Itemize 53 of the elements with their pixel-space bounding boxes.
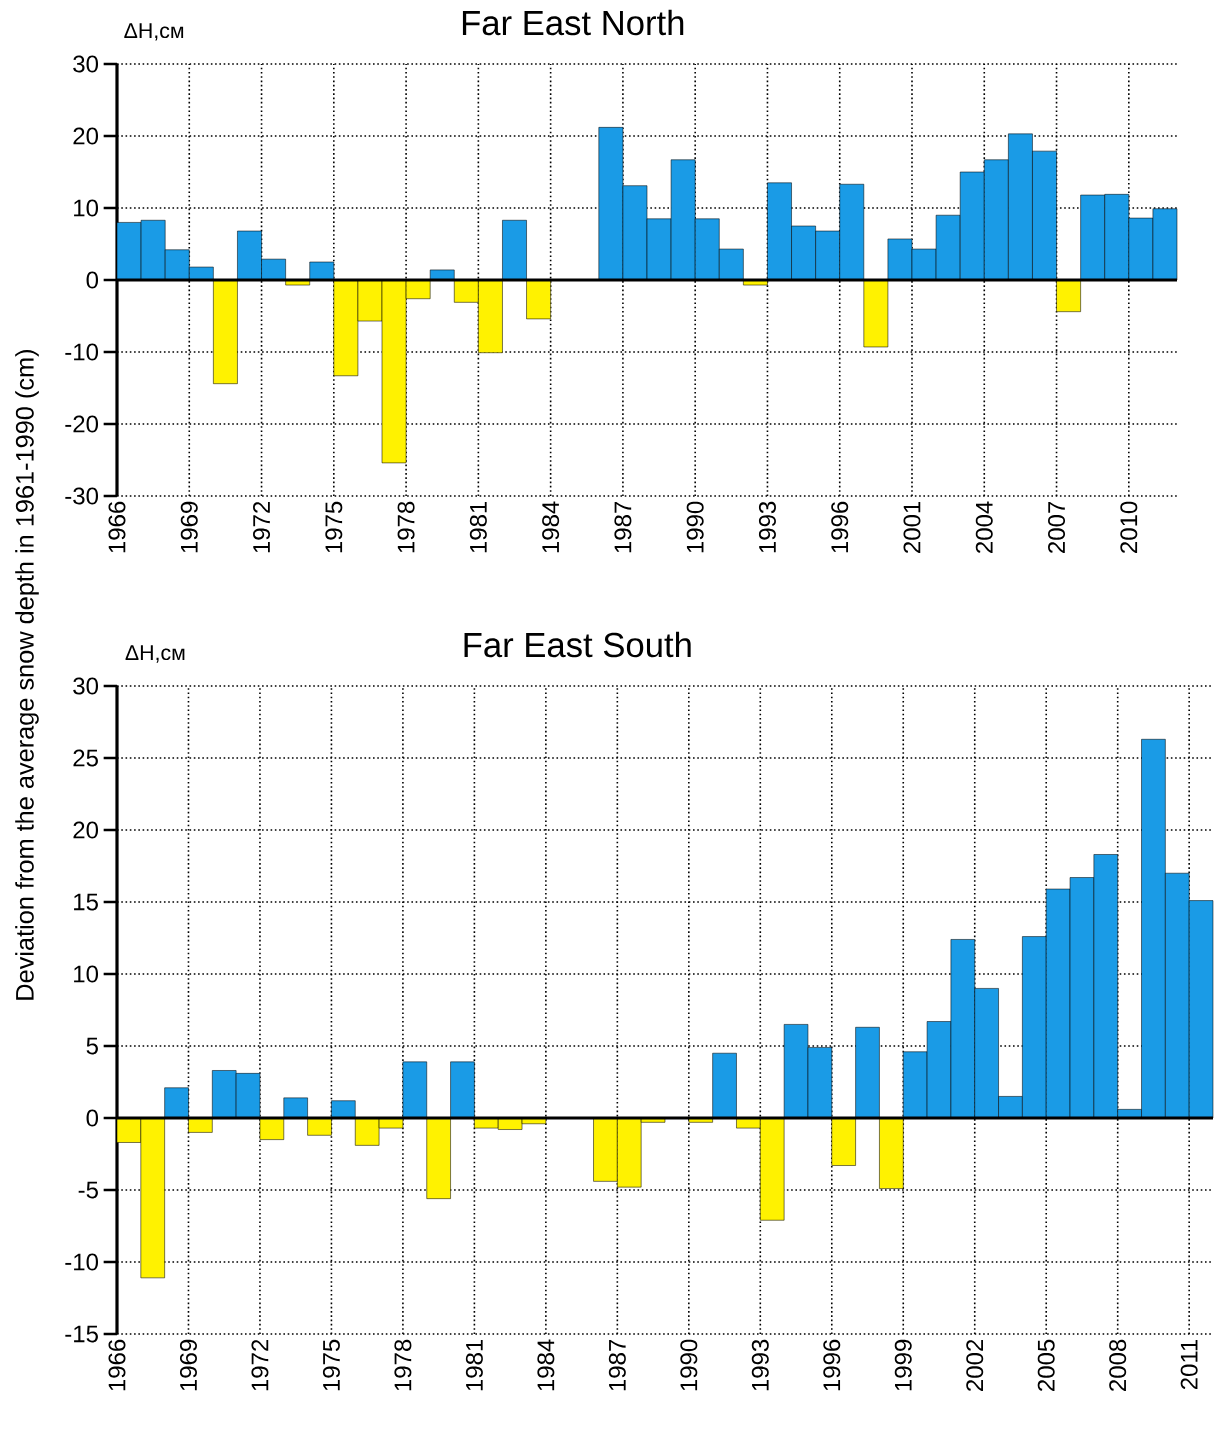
x-tick-label: 1966 bbox=[108, 501, 126, 553]
x-tick-label: 1978 bbox=[394, 1339, 412, 1391]
x-tick-label: 1966 bbox=[108, 1339, 126, 1391]
x-tick-label: 1981 bbox=[469, 501, 487, 553]
x-tick-label: 1969 bbox=[180, 501, 198, 553]
y-tick-label: -20 bbox=[65, 415, 99, 433]
x-tick-label: 1999 bbox=[894, 1339, 912, 1391]
y-tick-label: 10 bbox=[74, 199, 99, 217]
x-tick-label: 1993 bbox=[758, 501, 776, 553]
x-tick-label: 1996 bbox=[823, 1339, 841, 1391]
x-tick-label: 1981 bbox=[465, 1339, 483, 1391]
chart-title: Far East South bbox=[464, 631, 691, 658]
y-tick-label: -30 bbox=[65, 487, 99, 505]
x-tick-label: 2011 bbox=[1180, 1339, 1198, 1390]
y-tick-label: 20 bbox=[73, 821, 99, 839]
y-tick-label: 5 bbox=[86, 1037, 98, 1055]
x-tick-label: 2010 bbox=[1120, 501, 1138, 553]
x-tick-label: 1987 bbox=[614, 501, 632, 553]
y-tick-label: -10 bbox=[65, 1253, 99, 1271]
y-tick-label: 30 bbox=[73, 677, 99, 695]
y-tick-label: 0 bbox=[86, 1109, 99, 1127]
y-tick-label: 25 bbox=[73, 749, 98, 767]
x-tick-label: 2008 bbox=[1109, 1339, 1127, 1391]
x-tick-label: 1972 bbox=[251, 1339, 269, 1391]
x-tick-label: 1996 bbox=[831, 501, 849, 553]
x-tick-label: 1987 bbox=[608, 1339, 626, 1391]
y-tick-label: 30 bbox=[73, 55, 99, 73]
y-tick-label: 10 bbox=[74, 965, 99, 983]
x-tick-label: 1993 bbox=[751, 1339, 769, 1391]
y-tick-label: 15 bbox=[74, 893, 98, 911]
y-tick-label: -10 bbox=[65, 343, 99, 361]
x-tick-label: 1972 bbox=[253, 501, 271, 553]
y-axis-title: ΔH,см bbox=[124, 23, 184, 41]
text: Deviation from the average snow depth in 1961-1990 (cm) bbox=[15, 350, 39, 1000]
x-tick-label: 1978 bbox=[397, 501, 415, 553]
chart-title: Far East North bbox=[462, 9, 684, 36]
x-tick-label: 1990 bbox=[686, 501, 704, 553]
x-tick-label: 1975 bbox=[325, 501, 343, 553]
y-tick-label: -15 bbox=[65, 1325, 98, 1343]
x-tick-label: 2002 bbox=[966, 1339, 984, 1391]
x-tick-label: 1984 bbox=[542, 501, 560, 553]
x-tick-label: 2001 bbox=[903, 501, 921, 553]
x-tick-label: 2007 bbox=[1048, 501, 1066, 553]
y-axis-title: ΔH,см bbox=[125, 645, 185, 663]
y-tick-label: 0 bbox=[86, 271, 99, 289]
x-tick-label: 2004 bbox=[975, 501, 993, 553]
x-tick-label: 1975 bbox=[322, 1339, 340, 1391]
y-tick-label: 20 bbox=[73, 127, 99, 145]
y-tick-label: -5 bbox=[78, 1181, 98, 1199]
x-tick-label: 1990 bbox=[680, 1339, 698, 1391]
x-tick-label: 2005 bbox=[1037, 1339, 1055, 1391]
x-tick-label: 1984 bbox=[537, 1339, 555, 1391]
x-tick-label: 1969 bbox=[179, 1339, 197, 1391]
